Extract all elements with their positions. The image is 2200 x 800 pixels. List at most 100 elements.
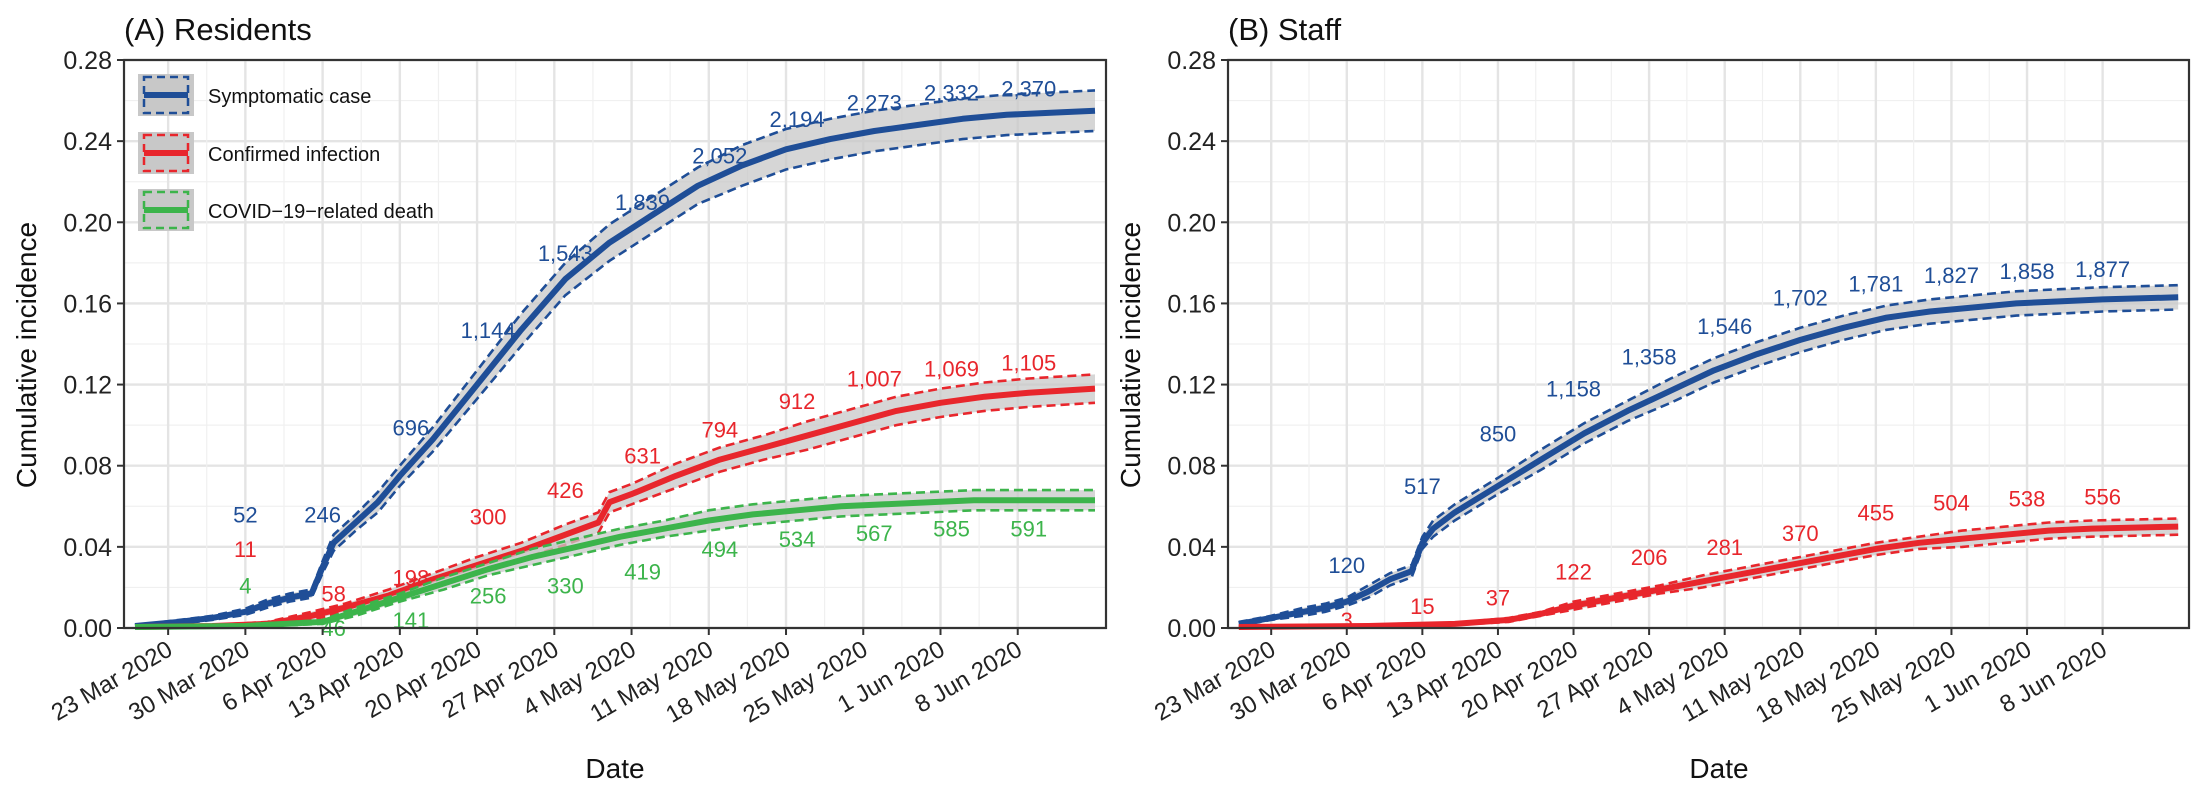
data-label: 1,877	[2075, 257, 2130, 282]
ci-band	[1238, 518, 2179, 628]
data-label: 52	[233, 503, 257, 528]
series-line	[134, 497, 1095, 630]
series-symptomatic-case: 52 246 696 1,144 1,543 1,839 2,052 2,194 2,273 2,…	[134, 77, 1096, 629]
legend-label-symptomatic: Symptomatic case	[208, 86, 371, 108]
plot-border	[1226, 58, 2191, 630]
x-axis-label: Date	[585, 753, 644, 784]
data-label: 1,827	[1924, 263, 1979, 288]
data-label: 1,158	[1546, 377, 1601, 402]
y-tick-label: 0.12	[63, 372, 112, 400]
data-label: 455	[1858, 500, 1895, 525]
data-label: 330	[547, 574, 584, 599]
y-tick-label: 0.08	[63, 453, 112, 481]
data-label: 585	[933, 517, 970, 542]
x-axis-label: Date	[1689, 753, 1748, 784]
data-label: 300	[470, 505, 507, 530]
data-label: 912	[779, 389, 816, 414]
data-label: 2,052	[692, 143, 747, 168]
panel-title: (B) Staff	[1228, 12, 1342, 47]
data-label: 1,839	[615, 190, 670, 215]
ci-lower-line	[134, 509, 1095, 629]
panel-residents: (A) Residents 52 246 696 1,144 1,543 1,839 2,0…	[11, 12, 1108, 784]
plot-area: 120 517 850 1,158 1,358 1,546 1,702 1,781 1,827 1…	[1150, 47, 2191, 729]
y-axis: 0.00 0.04 0.08 0.12 0.16 0.20 0.24 0.28	[63, 47, 124, 643]
y-tick-label: 0.04	[63, 534, 112, 562]
ci-upper-line	[134, 373, 1096, 628]
ci-lower-line	[1238, 308, 2179, 628]
series-line	[134, 385, 1096, 630]
data-label: 3	[1341, 608, 1353, 633]
series-line	[1238, 523, 2179, 630]
data-label: 419	[624, 559, 661, 584]
data-label: 538	[2009, 486, 2046, 511]
data-label: 556	[2084, 484, 2121, 509]
data-label: 494	[701, 537, 738, 562]
data-label: 1,144	[461, 318, 516, 343]
data-label: 504	[1933, 490, 1970, 515]
data-label: 1,543	[538, 241, 593, 266]
data-label: 426	[547, 478, 584, 503]
data-label: 850	[1480, 421, 1517, 446]
y-tick-label: 0.00	[1167, 615, 1216, 643]
ci-band	[135, 490, 1095, 628]
legend-label-death: COVID−19−related death	[208, 201, 434, 223]
ci-upper-line	[134, 488, 1095, 628]
series-line	[1238, 294, 2179, 627]
y-tick-label: 0.24	[63, 128, 112, 156]
ci-upper-line	[134, 89, 1096, 627]
ci-upper-line	[1238, 283, 2179, 624]
data-label: 1,007	[847, 367, 902, 392]
y-axis: 0.00 0.04 0.08 0.12 0.16 0.20 0.24 0.28	[1167, 47, 1228, 643]
data-label: 1,069	[924, 356, 979, 381]
y-tick-label: 0.24	[1167, 128, 1216, 156]
data-label: 567	[856, 521, 893, 546]
ci-lower-line	[134, 129, 1096, 628]
legend: Symptomatic case Confirmed infection COV…	[138, 74, 434, 231]
data-label: 1,858	[2000, 259, 2055, 284]
data-label: 794	[701, 417, 738, 442]
panel-title: (A) Residents	[124, 12, 312, 47]
data-label: 1,105	[1001, 350, 1056, 375]
y-tick-label: 0.12	[1167, 372, 1216, 400]
data-label: 256	[470, 584, 507, 609]
data-label: 2,332	[924, 81, 979, 106]
data-label: 15	[1410, 594, 1434, 619]
data-label: 141	[393, 608, 430, 633]
legend-label-confirmed: Confirmed infection	[208, 144, 380, 166]
data-label: 1,702	[1773, 285, 1828, 310]
y-axis-label: Cumulative incidence	[1115, 222, 1146, 488]
data-label: 37	[1486, 586, 1510, 611]
data-label: 591	[1010, 517, 1047, 542]
y-tick-label: 0.04	[1167, 534, 1216, 562]
data-label: 534	[779, 527, 816, 552]
y-tick-label: 0.16	[1167, 290, 1216, 318]
series-confirmed-infection: 3 15 37 122 206 281 370 455 504 538 556	[1238, 484, 2179, 633]
data-label: 2,370	[1001, 77, 1056, 102]
y-tick-label: 0.28	[63, 47, 112, 75]
data-label: 2,273	[847, 91, 902, 116]
data-label: 246	[304, 503, 341, 528]
data-label: 122	[1555, 559, 1592, 584]
data-label: 2,194	[770, 107, 825, 132]
panel-staff: (B) Staff 1205178501,1581,3581,5461,7021…	[1115, 12, 2191, 784]
plot-border	[122, 58, 1108, 630]
data-label: 4	[239, 574, 251, 599]
y-tick-label: 0.20	[63, 209, 112, 237]
data-label: 517	[1404, 474, 1441, 499]
data-label: 1,546	[1697, 314, 1752, 339]
data-label: 11	[234, 537, 257, 562]
data-label: 58	[321, 582, 345, 607]
data-label: 1,781	[1848, 271, 1903, 296]
data-label: 1,358	[1622, 344, 1677, 369]
y-tick-label: 0.16	[63, 290, 112, 318]
data-label: 281	[1706, 535, 1743, 560]
y-axis-label: Cumulative incidence	[11, 222, 42, 488]
y-tick-label: 0.20	[1167, 209, 1216, 237]
series-symptomatic-case: 120 517 850 1,158 1,358 1,546 1,702 1,781 1,827 1…	[1238, 257, 2179, 628]
series-line	[134, 107, 1096, 629]
plot-area: 52 246 696 1,144 1,543 1,839 2,052 2,194 2,273 2,…	[47, 47, 1108, 729]
